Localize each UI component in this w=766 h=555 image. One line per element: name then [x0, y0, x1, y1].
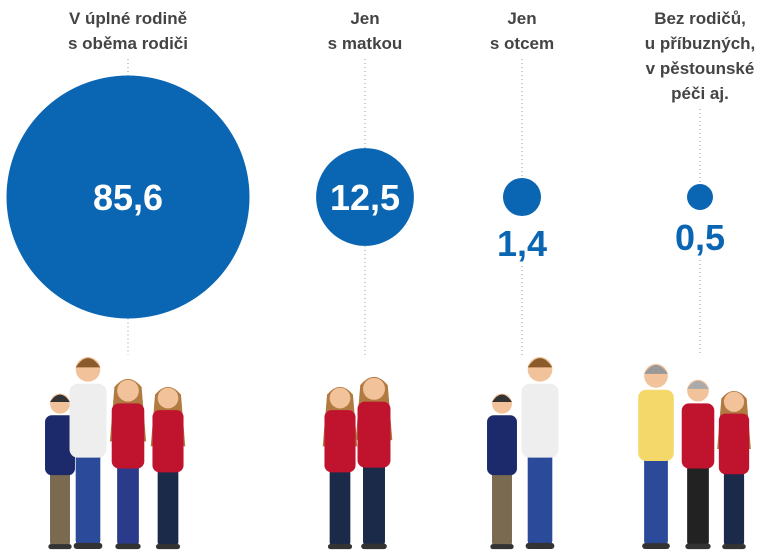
category-line: s oběma rodiči [68, 34, 188, 53]
torso [111, 403, 145, 469]
shoes [525, 542, 555, 549]
hair [75, 358, 101, 368]
category-line: u příbuzných, [645, 34, 756, 53]
value-label: 12,5 [330, 177, 400, 218]
category-line: s matkou [328, 34, 403, 53]
head [329, 387, 351, 409]
value-label: 85,6 [93, 177, 163, 218]
legs [723, 470, 745, 546]
category-label: Jen s matkou [328, 9, 403, 53]
legs [117, 464, 139, 546]
head [157, 387, 179, 409]
torso [718, 413, 750, 475]
person [638, 363, 674, 550]
head [363, 377, 385, 400]
hair [527, 358, 553, 368]
torso [681, 403, 715, 469]
category-line: Jen [507, 9, 536, 28]
torso [152, 410, 184, 473]
legs [527, 452, 553, 545]
person [45, 393, 75, 550]
category-line: Jen [350, 9, 379, 28]
shoes [48, 544, 72, 550]
legs [75, 452, 101, 545]
shoes [642, 543, 670, 550]
category-line: s otcem [490, 34, 554, 53]
hair [644, 364, 668, 374]
legs [492, 471, 512, 546]
torso [45, 415, 75, 476]
category-line: Bez rodičů, [654, 9, 746, 28]
shoes [490, 544, 514, 550]
person [322, 386, 358, 550]
person [521, 357, 559, 549]
bubble [6, 75, 250, 319]
shoes [361, 543, 387, 550]
head [723, 391, 745, 412]
person [355, 376, 393, 550]
bubble [502, 177, 542, 217]
category-line: V úplné rodině [69, 9, 187, 28]
bubble [316, 148, 414, 246]
shoes [155, 543, 181, 550]
value-label: 1,4 [497, 223, 547, 264]
legs [363, 463, 385, 546]
shoes [685, 543, 711, 550]
head [117, 379, 139, 402]
person [109, 378, 147, 550]
hair [50, 394, 70, 402]
person [487, 393, 517, 550]
torso [357, 401, 391, 468]
category-line: péči aj. [671, 84, 729, 103]
value-label: 0,5 [675, 217, 725, 258]
torso [521, 383, 559, 458]
hair [492, 394, 512, 402]
category-label: V úplné rodině s oběma rodiči [68, 9, 188, 53]
legs [687, 464, 709, 546]
shoes [115, 543, 141, 550]
torso [324, 410, 356, 473]
shoes [73, 542, 103, 549]
person [150, 386, 186, 550]
torso [487, 415, 517, 476]
category-label: Bez rodičů, u příbuzných, v pěstounské péči… [645, 9, 756, 103]
legs [644, 456, 668, 546]
legs [157, 468, 179, 546]
shoes [327, 543, 353, 550]
torso [638, 389, 674, 461]
category-line: v pěstounské [646, 59, 755, 78]
category-label: Jen s otcem [490, 9, 554, 53]
hair [687, 380, 709, 389]
legs [329, 468, 351, 546]
bubble [687, 184, 713, 210]
legs [50, 471, 70, 546]
person [681, 379, 715, 550]
torso [69, 383, 107, 458]
shoes [722, 544, 746, 550]
person [69, 357, 107, 549]
person [717, 390, 751, 550]
